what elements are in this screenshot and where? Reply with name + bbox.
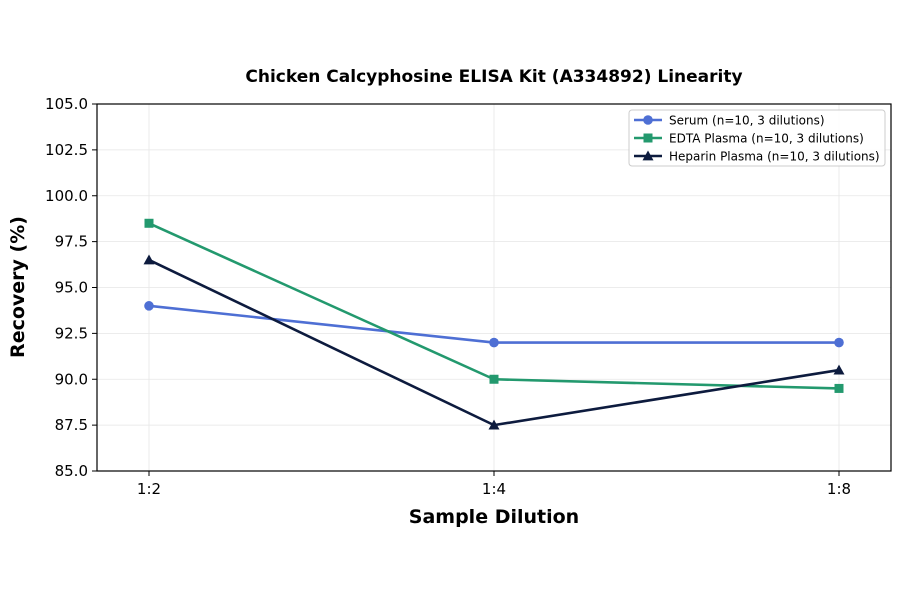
chart-title: Chicken Calcyphosine ELISA Kit (A334892)… — [245, 67, 742, 87]
data-point — [144, 301, 154, 311]
axes: 85.0 87.5 90.0 92.5 95.0 97.5 100.0 102.5 105.0 1… — [45, 95, 851, 498]
legend-item: Heparin Plasma (n=10, 3 dilutions) — [634, 150, 880, 164]
legend: Serum (n=10, 3 dilutions) EDTA Plasma (n=… — [628, 109, 886, 167]
series-1 — [144, 218, 844, 393]
legend-label: Serum (n=10, 3 dilutions) — [669, 114, 825, 128]
legend-label: Heparin Plasma (n=10, 3 dilutions) — [669, 150, 880, 164]
y-tick-label: 92.5 — [55, 324, 88, 342]
y-tick-label: 87.5 — [55, 416, 88, 434]
y-tick-label: 97.5 — [55, 233, 88, 251]
data-point — [833, 364, 845, 375]
legend-label: EDTA Plasma (n=10, 3 dilutions) — [669, 132, 864, 146]
legend-item: Serum (n=10, 3 dilutions) — [634, 114, 825, 128]
x-axis-label: Sample Dilution — [409, 506, 579, 528]
legend-marker — [643, 133, 653, 143]
y-tick-label: 90.0 — [55, 370, 88, 388]
data-point — [144, 218, 154, 228]
series-lines — [143, 218, 845, 430]
y-tick-label: 105.0 — [45, 95, 88, 113]
legend-marker — [642, 150, 654, 161]
data-point — [488, 419, 500, 430]
y-tick-label: 85.0 — [55, 462, 88, 480]
data-point — [489, 374, 499, 384]
x-tick-label: 1:2 — [137, 480, 161, 498]
x-tick-label: 1:8 — [827, 480, 851, 498]
y-axis-label: Recovery (%) — [7, 216, 29, 358]
data-point — [834, 383, 844, 393]
x-tick-label: 1:4 — [482, 480, 506, 498]
series-2 — [143, 254, 845, 430]
y-tick-label: 95.0 — [55, 279, 88, 297]
data-point — [489, 337, 499, 348]
series-0 — [144, 301, 844, 348]
data-point — [143, 254, 155, 265]
legend-marker — [643, 115, 653, 125]
legend-box — [628, 109, 886, 167]
y-tick-label: 100.0 — [45, 187, 88, 205]
y-tick-label: 102.5 — [45, 141, 88, 159]
data-point — [834, 337, 844, 348]
legend-item: EDTA Plasma (n=10, 3 dilutions) — [634, 132, 864, 146]
